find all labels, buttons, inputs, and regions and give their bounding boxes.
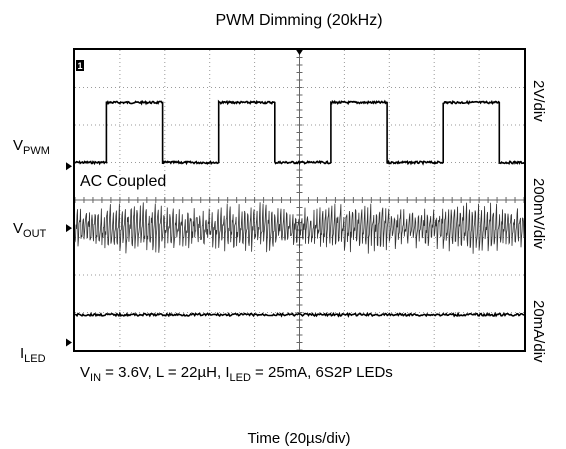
- ground-marker-iled: [66, 338, 72, 347]
- chart-title: PWM Dimming (20kHz): [215, 12, 382, 29]
- channel-label-iled: ILED: [20, 345, 46, 365]
- scope-traces: [74, 99, 525, 318]
- conditions-iled-sub: LED: [229, 372, 250, 384]
- channel-label-iled-main: I: [20, 345, 24, 362]
- trigger-marker-box: [76, 60, 84, 71]
- scope-grid: [74, 49, 525, 351]
- channel-label-vpwm-main: V: [13, 137, 23, 154]
- channel-label-vpwm-sub: PWM: [23, 145, 50, 157]
- ground-marker-vout: [66, 224, 72, 233]
- scale-label-vpwm: 2V/div: [530, 80, 547, 122]
- channel-label-vpwm: VPWM: [13, 137, 50, 157]
- conditions-vin-sub: IN: [90, 372, 101, 384]
- channel-label-vout-main: V: [13, 220, 23, 237]
- trigger-marker-label: 1: [77, 61, 82, 71]
- channel-label-vout: VOUT: [13, 220, 47, 240]
- coupling-annotation: AC Coupled: [80, 173, 166, 190]
- scale-label-iled: 20mA/div: [530, 300, 547, 363]
- plot-frame: [73, 48, 526, 352]
- conditions-iled-rest: = 25mA, 6S2P LEDs: [251, 364, 393, 381]
- channel-label-vout-sub: OUT: [23, 228, 47, 240]
- scale-label-vout: 200mV/div: [530, 178, 547, 249]
- series-iled-trace: [74, 311, 525, 318]
- series-vout-trace: [74, 202, 525, 254]
- trigger-position-icon: [295, 49, 304, 55]
- conditions-vin-rest: = 3.6V, L = 22µH,: [101, 364, 225, 381]
- channel-markers: [66, 162, 72, 347]
- conditions-vin-main: V: [80, 364, 90, 381]
- series-pwm-trace: [74, 99, 525, 166]
- conditions-iled-main: I: [225, 364, 229, 381]
- x-axis-label: Time (20µs/div): [247, 430, 350, 447]
- trigger-marker: 1: [76, 60, 84, 71]
- conditions-annotation: VIN = 3.6V, L = 22µH, ILED = 25mA, 6S2P …: [80, 364, 393, 384]
- channel-label-iled-sub: LED: [24, 353, 45, 365]
- ground-marker-vpwm: [66, 162, 72, 171]
